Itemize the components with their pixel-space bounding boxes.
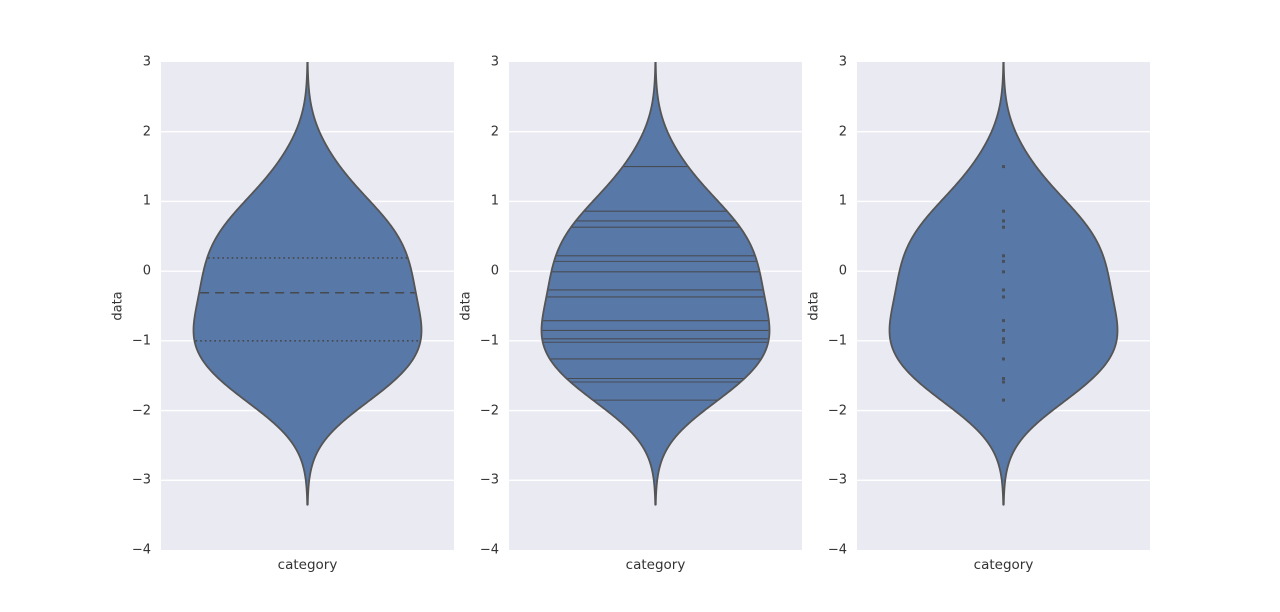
y-tick-label: 1 (142, 193, 151, 209)
y-tick-label: 2 (838, 124, 847, 140)
y-tick-label: 3 (490, 54, 499, 70)
x-tick-label: category (973, 557, 1034, 573)
y-tick-label: 2 (490, 124, 499, 140)
x-tick-label: category (625, 557, 686, 573)
y-tick-label: −1 (479, 333, 499, 349)
y-tick-label: 0 (838, 263, 847, 279)
y-tick-label: −3 (479, 472, 499, 488)
y-tick-label: −4 (479, 542, 499, 558)
y-tick-label: −3 (131, 472, 151, 488)
violin-plot-quartile (161, 62, 454, 506)
violin-panel-quartile: 3 2 1 0 −1 −2 −3 −4 data category (111, 56, 454, 573)
y-tick-label: 1 (838, 193, 847, 209)
x-tick-label: category (277, 557, 338, 573)
y-tick-label: −3 (827, 472, 847, 488)
y-axis-label: data (806, 291, 822, 321)
y-tick-label: −1 (131, 333, 151, 349)
y-tick-label: 3 (838, 54, 847, 70)
y-tick-label: 3 (142, 54, 151, 70)
y-tick-label: −4 (131, 542, 151, 558)
y-tick-label: 1 (490, 193, 499, 209)
y-axis-label: data (458, 291, 474, 321)
violin-panel-point: 3 2 1 0 −1 −2 −3 −4 data category (807, 56, 1150, 573)
y-tick-label: −4 (827, 542, 847, 558)
violin-panel-stick: 3 2 1 0 −1 −2 −3 −4 data category (459, 56, 802, 573)
violin-plot-stick (509, 62, 802, 506)
violin-plot-point (857, 62, 1150, 506)
y-tick-label: −2 (131, 403, 151, 419)
y-tick-label: 0 (490, 263, 499, 279)
y-tick-label: −2 (479, 403, 499, 419)
y-tick-label: −2 (827, 403, 847, 419)
y-tick-label: 0 (142, 263, 151, 279)
y-tick-label: 2 (142, 124, 151, 140)
y-tick-label: −1 (827, 333, 847, 349)
y-axis-label: data (110, 291, 126, 321)
